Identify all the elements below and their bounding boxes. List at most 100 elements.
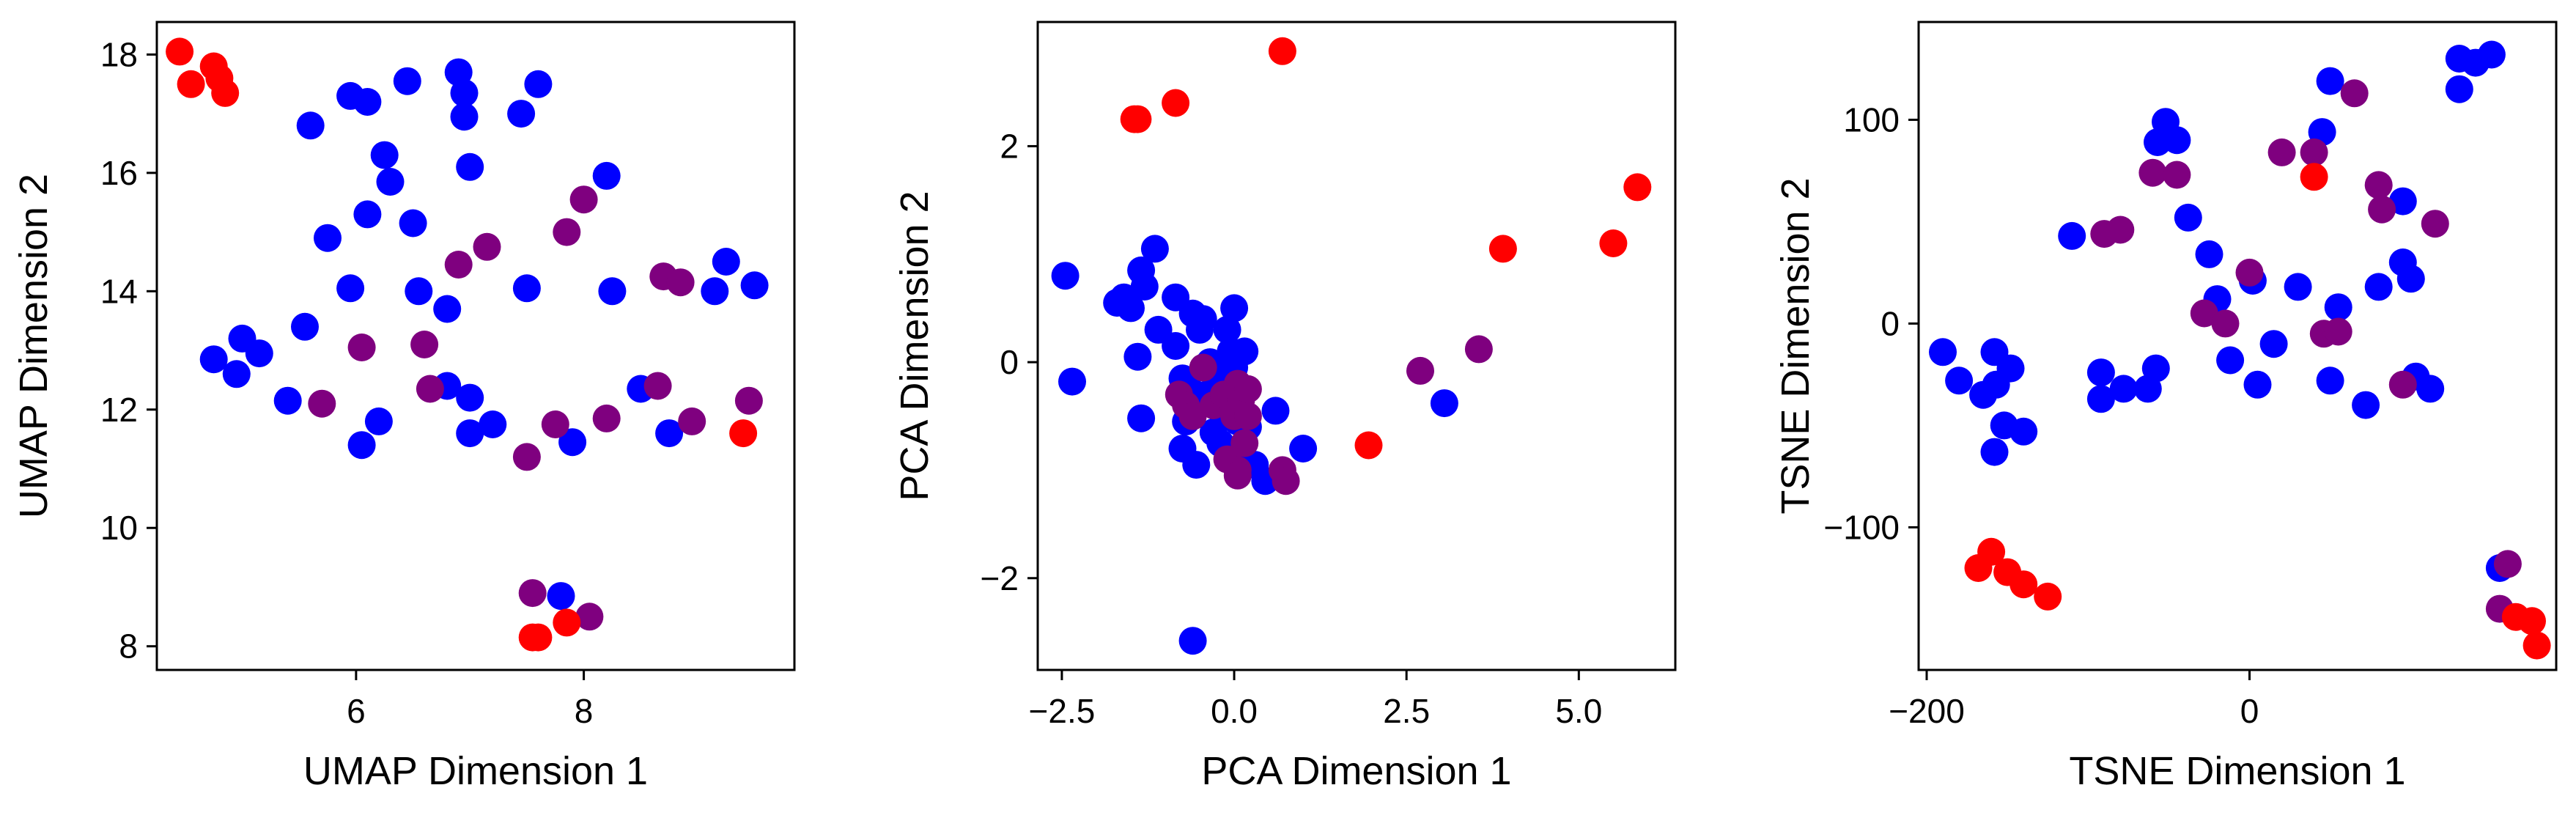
scatter-point [512,443,541,471]
scatter-point [1130,273,1159,301]
scatter-point [416,375,444,403]
x-axis-label: UMAP Dimension 1 [303,749,648,793]
scatter-point [1599,229,1628,257]
x-tick-label: 0 [2240,692,2259,730]
scatter-point [456,152,484,181]
scatter-point [1233,402,1262,430]
x-tick-label: 5.0 [1555,692,1602,730]
x-tick-label: 8 [575,692,594,730]
scatter-point [701,277,729,306]
scatter-point [405,277,433,306]
scatter-point [1623,173,1652,202]
scatter-point [2388,187,2417,215]
scatter-point [2163,126,2191,155]
scatter-point [2477,40,2506,69]
scatter-point [734,386,763,415]
scatter-point [364,407,393,435]
scatter-point [1162,332,1190,360]
scatter-point [456,383,484,412]
scatter-point [211,78,240,107]
scatter-point [2211,309,2240,338]
scatter-point [1117,294,1145,323]
scatter-point [347,431,376,460]
scatter-point [2243,370,2272,399]
scatter-point [273,386,302,415]
y-tick-label: 100 [1843,100,1900,139]
x-tick-label: 2.5 [1383,692,1430,730]
scatter-point [524,70,553,98]
umap-panel: 6 8 8 10 12 14 16 18 UMAP Dimension 1 UMAP Dimens… [12,21,796,793]
scatter-point [370,141,399,169]
scatter-point [2034,582,2062,611]
x-axis-label: PCA Dimension 1 [1201,749,1511,793]
scatter-point [1272,467,1300,495]
scatter-point [1354,431,1383,460]
scatter-point [399,209,427,237]
scatter-point [729,419,758,448]
scatter-point [2300,138,2328,166]
scatter-point [245,339,273,368]
scatter-point [2284,273,2312,301]
scatter-point [1058,367,1086,396]
axes-frame [1917,21,2558,671]
scatter-point [1051,262,1080,290]
scatter-point [2421,210,2449,238]
scatter-point [376,168,405,196]
y-axis-label: UMAP Dimension 2 [12,174,56,518]
scatter-point [678,407,706,435]
scatter-point [2086,358,2115,387]
axes-frame [1036,21,1677,671]
scatter-point [569,185,598,214]
scatter-point [547,582,575,611]
scatter-point [655,419,684,448]
scatter-point [1929,338,1957,366]
scatter-point [1189,305,1217,334]
scatter-point [1223,461,1252,490]
scatter-point [456,419,484,448]
scatter-point [666,268,695,297]
x-tick-label: 6 [347,692,366,730]
scatter-point [1178,627,1207,655]
scatter-point [2388,370,2417,399]
scatter-point [1162,89,1190,117]
scatter-point [541,410,569,438]
pca-panel: −2.5 0.0 2.5 5.0 −2 0 2 PCA Dimension 1 PCA Dime… [893,21,1677,793]
scatter-point [1213,315,1241,344]
scatter-point [353,200,382,229]
scatter-point [1406,356,1434,385]
y-tick-label: 18 [100,35,138,73]
scatter-point [740,271,769,300]
scatter-point [2058,221,2086,250]
scatter-point [1230,337,1259,366]
scatter-point [1140,235,1169,263]
scatter-point [2324,317,2352,346]
scatter-point [553,608,581,637]
x-tick-label: −200 [1889,692,1965,730]
scatter-point [2163,161,2191,189]
scatter-point [479,410,507,438]
scatter-point [473,232,501,261]
scatter-points [1051,37,1652,655]
y-tick-label: −2 [981,559,1019,597]
scatter-point [1123,105,1152,133]
scatter-point [507,100,536,128]
scatter-point [2190,299,2218,328]
scatter-point [2259,330,2288,358]
scatter-point [2009,417,2038,446]
scatter-point [1464,335,1493,364]
scatter-point [1945,366,1974,395]
scatter-point [2109,375,2138,403]
scatter-point [712,248,740,276]
scatter-point [2364,171,2393,199]
scatter-points [1929,40,2551,660]
scatter-point [2445,75,2473,103]
scatter-point [433,295,462,323]
scatter-point [1430,389,1458,418]
scatter-point [2493,550,2522,578]
scatter-point [2352,391,2380,419]
y-axis-label: TSNE Dimension 2 [1774,177,1817,514]
scatter-point [353,88,382,116]
scatter-point [347,334,376,361]
scatter-point [308,389,336,418]
